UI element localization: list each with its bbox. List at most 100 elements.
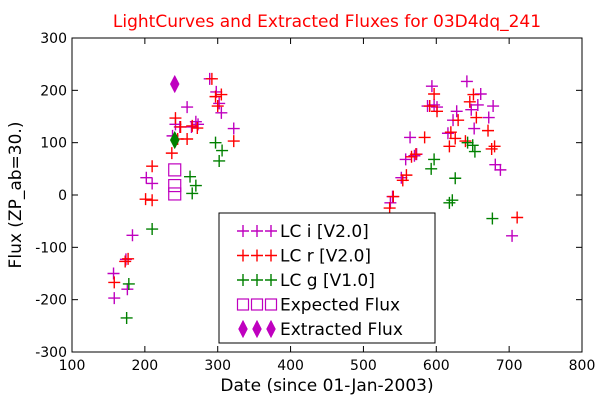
data-point (169, 74, 180, 94)
data-point (174, 120, 187, 133)
x-tick-label: 800 (569, 358, 596, 374)
data-point (227, 122, 240, 135)
chart-title: LightCurves and Extracted Fluxes for 03D… (113, 12, 541, 32)
legend-marker (237, 274, 249, 286)
data-point (146, 223, 159, 236)
legend-marker (237, 249, 249, 262)
series-expected-flux (168, 163, 182, 201)
data-point (169, 130, 180, 150)
data-point (425, 80, 438, 93)
data-point (468, 145, 481, 158)
legend-marker (238, 319, 248, 339)
data-point (506, 229, 519, 242)
data-point (186, 187, 199, 200)
data-point (443, 140, 456, 153)
data-point (387, 190, 400, 203)
legend-label: Extracted Flux (280, 320, 403, 340)
x-tick-label: 700 (496, 358, 523, 374)
data-point (408, 149, 421, 162)
data-point (511, 211, 524, 224)
series-extracted-flux (169, 74, 180, 150)
data-point (168, 163, 182, 177)
data-point (461, 136, 474, 149)
data-point (126, 229, 139, 242)
data-point (227, 135, 240, 148)
legend-marker (236, 298, 250, 311)
data-point (383, 202, 396, 215)
data-point (146, 194, 159, 207)
data-point (466, 139, 479, 152)
x-tick-label: 300 (204, 358, 231, 374)
data-point (423, 100, 436, 113)
data-point (395, 171, 408, 184)
legend-marker (266, 319, 276, 339)
data-point (165, 147, 178, 160)
x-tick-label: 200 (131, 358, 158, 374)
data-point (409, 148, 422, 161)
data-point (404, 131, 417, 144)
data-point (181, 101, 194, 114)
data-point (122, 277, 135, 290)
data-point (213, 154, 226, 167)
series-lc-r-v2-0 (108, 72, 524, 289)
data-point (465, 103, 478, 116)
legend-marker (251, 225, 263, 237)
data-point (444, 126, 457, 139)
data-point (211, 100, 224, 113)
x-tick-label: 100 (59, 358, 86, 374)
data-point (119, 255, 132, 268)
legend-marker (251, 249, 263, 262)
legend-marker (265, 274, 277, 286)
data-point (209, 90, 222, 103)
data-point (428, 87, 441, 100)
data-point (468, 122, 481, 135)
legend-label: Expected Flux (280, 296, 400, 316)
data-point (169, 112, 182, 125)
data-point (446, 194, 459, 207)
legend-entry: Extracted Flux (238, 319, 403, 340)
data-point (399, 153, 412, 166)
data-point (146, 160, 159, 173)
legend-entry: LC i [V2.0] (237, 222, 369, 242)
data-point (121, 283, 134, 296)
y-tick-label: -300 (35, 345, 67, 361)
data-point (485, 142, 498, 155)
data-point (482, 124, 495, 137)
series-lc-i-v2-0 (107, 72, 519, 305)
data-point (186, 119, 199, 132)
legend-entry: LC r [V2.0] (237, 247, 371, 267)
data-point (189, 179, 202, 192)
legend-label: LC r [V2.0] (280, 247, 371, 267)
data-point (215, 88, 228, 101)
data-point (120, 311, 133, 324)
x-axis: 100 200 300 400 500 600 700 800 (59, 38, 596, 374)
data-point (443, 196, 456, 209)
data-point (488, 140, 501, 153)
data-point (428, 153, 441, 166)
data-point (107, 267, 120, 280)
data-point (191, 122, 204, 135)
legend-marker (265, 249, 277, 262)
data-point (205, 72, 218, 85)
data-point (215, 106, 228, 119)
x-tick-label: 400 (277, 358, 304, 374)
data-point (108, 276, 121, 289)
y-tick-label: -100 (35, 240, 67, 256)
legend-entry: LC g [V1.0] (237, 271, 375, 291)
data-point (184, 170, 197, 183)
data-point (463, 95, 476, 108)
data-point (452, 114, 465, 127)
plot-marks (107, 72, 524, 324)
data-point (210, 85, 223, 98)
data-point (449, 172, 462, 185)
data-point (122, 252, 135, 265)
legend: LC i [V2.0] LC r [V2.0] LC g [V1.0] Expecte… (218, 212, 436, 344)
data-point (470, 111, 483, 124)
data-point (471, 98, 484, 111)
data-point (487, 100, 500, 113)
legend-marker (250, 298, 264, 311)
y-axis-label: Flux (ZP_ab=30.) (6, 122, 26, 269)
data-point (449, 132, 462, 145)
